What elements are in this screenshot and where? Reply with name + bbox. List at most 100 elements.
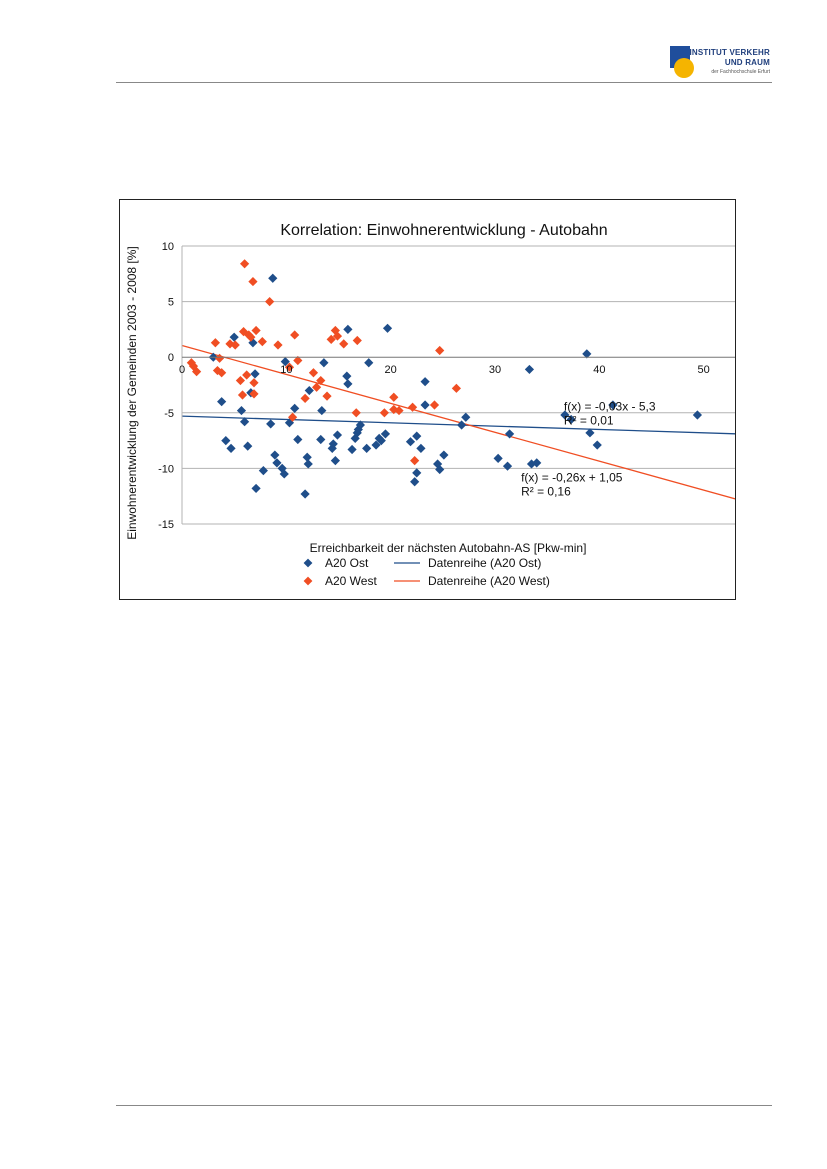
data-point-ost: [300, 489, 310, 499]
data-point-ost: [412, 431, 422, 441]
regression-annotations: f(x) = -0,03x - 5,3R² = 0,01 f(x) = -0,26…: [521, 400, 656, 499]
data-point-ost: [243, 441, 253, 451]
data-point-west: [435, 345, 445, 356]
data-point-ost: [692, 410, 703, 420]
data-point-ost: [405, 437, 416, 447]
logo-text-line3: der Fachhochschule Erfurt: [711, 69, 770, 75]
legend-label: Datenreihe (A20 West): [428, 574, 550, 588]
legend-label: A20 Ost: [325, 556, 369, 570]
x-tick-label: 0: [179, 364, 185, 376]
data-point-west: [273, 340, 283, 350]
data-point-west: [389, 404, 399, 415]
data-point-ost: [560, 410, 570, 420]
data-point-ost: [293, 434, 303, 445]
legend-label: Datenreihe (A20 Ost): [428, 556, 541, 570]
r-squared-value: R² = 0,16: [521, 485, 571, 499]
data-point-west: [410, 456, 420, 466]
data-point-ost: [343, 379, 353, 389]
logo-sun-circle: [674, 58, 694, 78]
data-point-ost: [221, 436, 231, 446]
x-tick-label: 10: [280, 364, 292, 376]
x-tick-label: 20: [385, 364, 397, 376]
data-point-ost: [316, 434, 326, 445]
data-point-ost: [420, 400, 430, 410]
data-point-west: [214, 353, 225, 363]
data-point-west: [217, 368, 227, 378]
data-point-ost: [226, 443, 236, 453]
institute-logo: INSTITUT VERKEHR UND RAUM der Fachhochsc…: [660, 46, 780, 80]
data-point-ost: [532, 458, 542, 468]
data-point-ost: [303, 459, 313, 469]
data-point-ost: [343, 324, 353, 334]
data-point-ost: [270, 450, 280, 460]
data-point-west: [192, 367, 202, 377]
data-point-ost: [585, 428, 595, 438]
trend-line-west: [181, 344, 809, 520]
grid-lines: [182, 245, 808, 525]
data-point-ost: [505, 429, 515, 439]
data-point-west: [351, 408, 361, 418]
data-point-ost: [342, 371, 352, 381]
data-point-west: [379, 408, 390, 418]
data-point-ost: [433, 459, 443, 469]
x-tick-label: 40: [593, 364, 605, 376]
footer-rule: [116, 1105, 772, 1106]
r-squared-value: R² = 0,01: [564, 414, 614, 428]
legend-marker: [303, 558, 313, 568]
y-axis-label: Einwohnerentwicklung der Gemeinden 2003 …: [125, 246, 139, 540]
data-point-west: [235, 375, 246, 386]
data-point-ost: [240, 417, 250, 427]
x-axis-label: Erreichbarkeit der nächsten Autobahn-AS …: [310, 541, 587, 555]
data-point-ost: [435, 464, 445, 475]
y-tick-label: -5: [164, 408, 174, 420]
header-rule: [116, 82, 772, 83]
data-point-west: [308, 368, 319, 378]
data-point-west: [257, 337, 267, 347]
logo-text-line2: UND RAUM: [724, 58, 770, 67]
y-tick-label: 0: [168, 352, 174, 364]
data-point-west: [248, 276, 258, 287]
data-point-ost: [592, 440, 602, 450]
y-tick-label: -10: [158, 463, 174, 475]
data-point-west: [332, 331, 343, 341]
data-point-ost: [251, 483, 261, 494]
data-point-ost: [330, 456, 340, 466]
data-point-west: [290, 330, 300, 340]
legend: A20 Ost Datenreihe (A20 Ost) A20 West Daten…: [303, 556, 550, 588]
data-point-west: [451, 383, 461, 393]
data-point-ost: [420, 377, 430, 387]
data-point-ost: [258, 466, 268, 476]
y-tick-label: 10: [162, 241, 174, 253]
x-tick-label: 50: [698, 364, 710, 376]
data-point-ost: [217, 397, 227, 407]
data-points: [186, 259, 703, 499]
data-point-west: [322, 391, 332, 401]
data-point-ost: [266, 419, 276, 429]
data-point-ost: [582, 349, 592, 359]
data-point-west: [265, 297, 275, 307]
trend-line-ost: [181, 415, 809, 437]
data-point-west: [210, 338, 220, 348]
data-point-west: [300, 393, 310, 403]
legend-label: A20 West: [325, 574, 377, 588]
data-point-ost: [332, 430, 343, 440]
data-point-west: [242, 370, 252, 380]
chart-title: Korrelation: Einwohnerentwicklung - Auto…: [280, 222, 607, 239]
data-point-ost: [272, 458, 282, 468]
data-point-west: [249, 378, 259, 388]
data-point-west: [352, 335, 362, 346]
legend-marker: [303, 576, 313, 586]
data-point-ost: [250, 369, 260, 379]
data-point-west: [429, 400, 440, 410]
data-point-west: [311, 382, 322, 392]
data-point-ost: [502, 461, 513, 471]
data-point-west: [394, 405, 404, 416]
data-point-west: [237, 390, 248, 400]
data-point-ost: [319, 358, 329, 368]
trend-lines: [181, 344, 809, 520]
data-point-ost: [410, 477, 420, 487]
data-point-ost: [412, 468, 422, 478]
data-point-ost: [608, 400, 618, 410]
